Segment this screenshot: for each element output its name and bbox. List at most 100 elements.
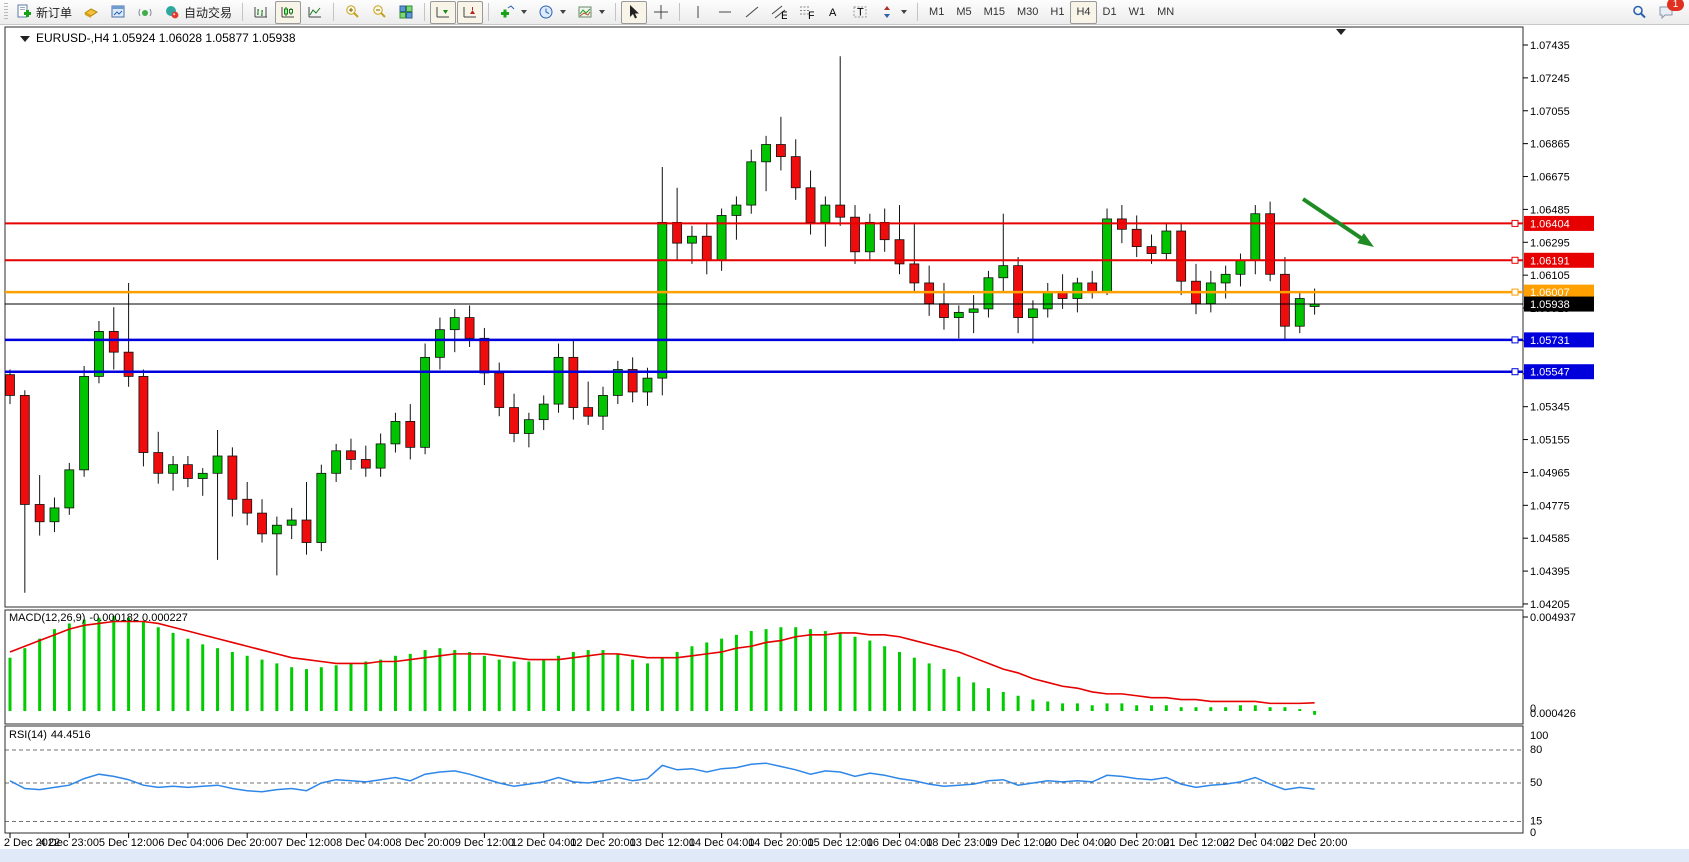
candlestick-chart-button[interactable] xyxy=(275,0,302,24)
macd-histogram-bar xyxy=(1194,707,1198,711)
search-icon xyxy=(1633,5,1646,19)
candle-body xyxy=(94,331,104,377)
line-anchor-handle[interactable] xyxy=(1511,256,1519,264)
cursor-button[interactable] xyxy=(621,0,648,24)
text-label-button[interactable]: T xyxy=(847,1,873,24)
date-label: 20 Dec 20:00 xyxy=(1104,837,1169,849)
auto-scroll-button[interactable] xyxy=(430,0,457,24)
candle-body xyxy=(953,311,964,318)
text-button[interactable]: A xyxy=(820,1,846,24)
zoom-out-icon xyxy=(373,5,386,18)
price-tick-label: 1.06485 xyxy=(1530,204,1570,216)
timeframe-button-m15[interactable]: M15 xyxy=(983,6,1005,18)
line-anchor-handle[interactable] xyxy=(1511,288,1519,296)
timeframe-button-mn[interactable]: MN xyxy=(1157,6,1175,18)
timeframe-button-m5[interactable]: M5 xyxy=(956,6,972,18)
chart-shift-marker-icon[interactable] xyxy=(1336,29,1346,35)
line-chart-button[interactable] xyxy=(302,1,328,24)
macd-histogram-bar xyxy=(305,669,308,711)
chart-window-icon xyxy=(111,5,125,18)
candle-body xyxy=(642,377,653,393)
arrows-button[interactable] xyxy=(874,1,912,24)
candle xyxy=(1176,222,1187,296)
auto-trading-button[interactable]: 自动交易 xyxy=(159,1,237,24)
periods-button[interactable] xyxy=(533,1,571,24)
notifications-button[interactable]: 1 xyxy=(1653,0,1684,24)
candle-body xyxy=(820,204,831,223)
candle-body xyxy=(568,356,579,408)
fibonacci-button[interactable]: F xyxy=(793,1,819,24)
date-label: 14 Dec 04:00 xyxy=(689,837,754,849)
zoom-out-button[interactable] xyxy=(366,1,392,24)
toolbar-separator xyxy=(615,3,617,21)
equidistant-channel-button[interactable]: E xyxy=(766,1,792,24)
macd-histogram-bar xyxy=(571,651,575,711)
new-order-button[interactable]: 新订单 xyxy=(11,1,77,24)
chart-window-button[interactable] xyxy=(105,1,131,24)
macd-histogram-bar xyxy=(883,646,887,711)
macd-histogram-bar xyxy=(141,621,145,711)
indicators-button[interactable] xyxy=(494,1,532,24)
candle xyxy=(538,395,549,431)
candle xyxy=(346,438,356,470)
candle xyxy=(509,393,519,443)
line-anchor-handle[interactable] xyxy=(1511,368,1519,376)
candlestick-chart-icon xyxy=(281,7,295,18)
timeframe-button-m1[interactable]: M1 xyxy=(929,6,945,18)
timeframe-button-m30[interactable]: M30 xyxy=(1017,6,1039,18)
candle xyxy=(835,56,846,226)
price-line-badge xyxy=(1524,215,1594,231)
candle xyxy=(864,213,875,261)
candle-body xyxy=(360,459,371,469)
templates-icon xyxy=(578,6,592,18)
zoom-in-button[interactable] xyxy=(339,1,365,24)
price-tick-label: 1.06105 xyxy=(1530,270,1570,282)
trend-arrow-annotation[interactable] xyxy=(1301,197,1374,247)
toolbar-separator xyxy=(333,3,335,21)
candle-body xyxy=(5,374,15,396)
candle-body xyxy=(850,216,860,253)
price-tick-label: 1.05155 xyxy=(1530,435,1570,447)
templates-button[interactable] xyxy=(572,1,610,24)
bar-chart-button[interactable] xyxy=(248,1,274,24)
macd-panel-border[interactable] xyxy=(4,609,1524,725)
symbol-dropdown-icon[interactable] xyxy=(20,36,30,42)
macd-histogram-bar xyxy=(853,636,857,711)
signals-button[interactable] xyxy=(132,1,158,24)
chart-shift-button[interactable] xyxy=(457,0,484,24)
candle xyxy=(227,447,238,517)
rsi-axis-label: 50 xyxy=(1530,777,1542,789)
dropdown-arrow-icon xyxy=(901,10,908,14)
timeframe-button-h4[interactable]: H4 xyxy=(1070,0,1097,24)
market-watch-button[interactable] xyxy=(78,1,104,24)
candle xyxy=(79,366,90,477)
timeframe-button-d1[interactable]: D1 xyxy=(1102,6,1117,18)
crosshair-button[interactable] xyxy=(648,1,674,24)
macd-histogram-bar xyxy=(1253,705,1257,711)
tile-windows-button[interactable] xyxy=(393,1,419,24)
macd-histogram-bar xyxy=(334,665,338,711)
rsi-panel: 100 80 50 150 xyxy=(5,730,1548,839)
price-line-badge xyxy=(1524,296,1594,312)
trendline-button[interactable] xyxy=(739,1,765,24)
date-label: 6 Dec 04:00 xyxy=(158,837,217,849)
candle xyxy=(523,412,534,448)
timeframe-button-w1[interactable]: W1 xyxy=(1128,6,1146,18)
horizontal-lines-layer xyxy=(5,219,1523,376)
candle xyxy=(168,456,178,491)
line-anchor-handle[interactable] xyxy=(1511,219,1519,227)
macd-histogram-bar xyxy=(720,638,724,711)
search-button[interactable] xyxy=(1626,1,1652,24)
timeframe-button-h1[interactable]: H1 xyxy=(1050,6,1065,18)
horizontal-line-button[interactable] xyxy=(712,1,738,24)
date-label: 20 Dec 04:00 xyxy=(1045,837,1110,849)
line-anchor-handle[interactable] xyxy=(1511,336,1519,344)
candle-body xyxy=(301,519,312,543)
price-line-badge xyxy=(1524,364,1594,380)
candle-body xyxy=(509,407,519,434)
rsi-panel-border[interactable] xyxy=(4,725,1524,834)
vertical-line-button[interactable] xyxy=(685,1,711,24)
main-panel-border xyxy=(4,26,1524,608)
macd-histogram-bar xyxy=(868,640,872,711)
candle-body xyxy=(672,221,683,244)
